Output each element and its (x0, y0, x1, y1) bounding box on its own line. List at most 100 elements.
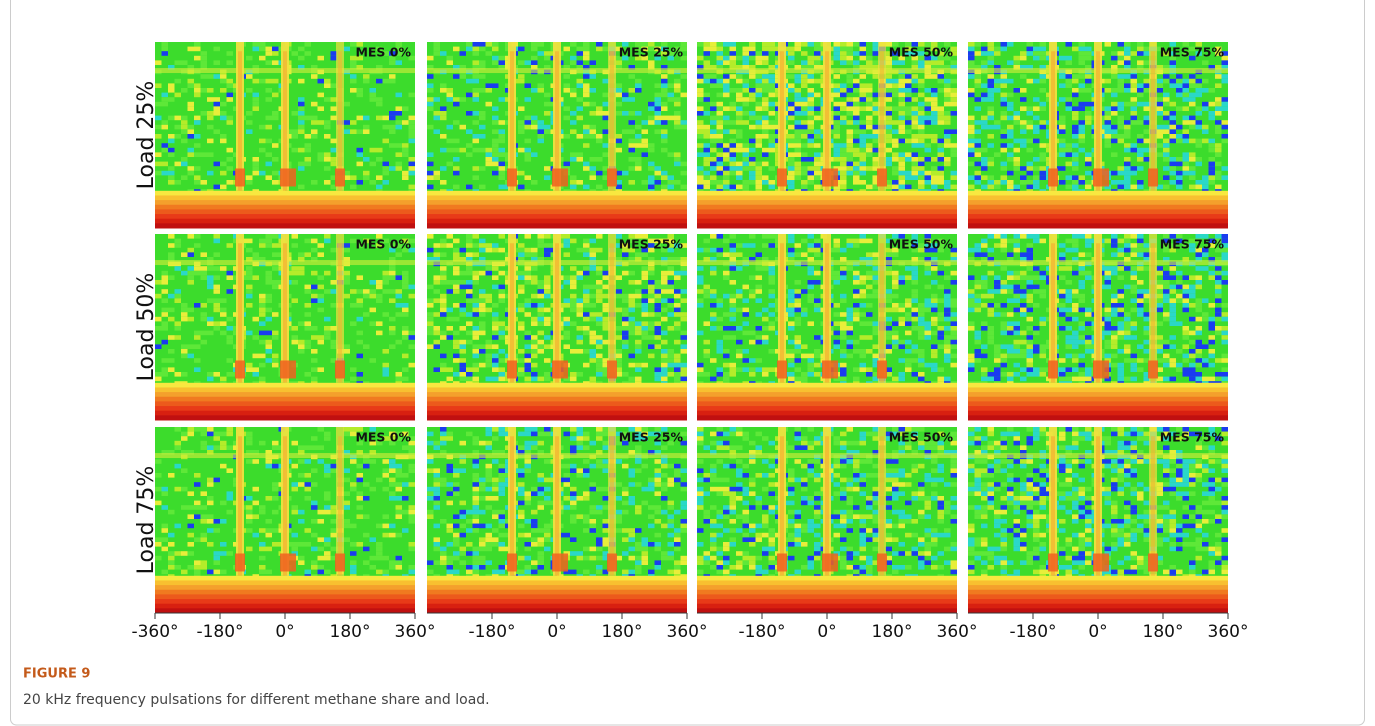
texture-cell (1189, 92, 1196, 98)
texture-cell (622, 307, 629, 313)
texture-cell (1013, 115, 1020, 121)
texture-cell (667, 362, 674, 368)
texture-cell (898, 120, 905, 125)
texture-cell (918, 362, 925, 368)
texture-cell (1156, 280, 1163, 285)
texture-cell (667, 152, 674, 157)
texture-cell (446, 376, 453, 382)
texture-cell (944, 65, 951, 70)
texture-cell (194, 344, 201, 349)
texture-cell (788, 252, 795, 257)
texture-cell (1065, 238, 1072, 244)
texture-cell (872, 42, 879, 47)
texture-cell (408, 115, 415, 121)
texture-cell (710, 147, 717, 153)
texture-cell (742, 284, 749, 290)
texture-cell (931, 293, 938, 299)
texture-cell (1039, 120, 1046, 125)
texture-cell (492, 303, 499, 308)
texture-cell (1221, 97, 1228, 102)
texture-cell (840, 184, 847, 190)
texture-cell (814, 243, 821, 248)
texture-stripe-core (610, 243, 614, 383)
texture-cell (641, 330, 648, 336)
texture-cell (453, 138, 460, 144)
texture-cell (736, 161, 743, 167)
texture-cell (213, 129, 220, 134)
texture-cell (846, 120, 853, 125)
texture-cell (950, 101, 957, 107)
texture-cell (226, 166, 233, 171)
texture-cell (1176, 349, 1183, 354)
texture-cell (265, 275, 272, 280)
texture-cell (330, 344, 337, 349)
texture-cell (654, 280, 661, 285)
texture-cell (944, 78, 951, 84)
texture-cell (788, 74, 795, 79)
texture-cell (680, 46, 687, 52)
texture-cell (1013, 157, 1020, 162)
texture-cell (1111, 270, 1118, 276)
texture-cell (246, 257, 253, 262)
texture-cell (168, 83, 175, 88)
texture-cell (440, 51, 447, 56)
texture-cell (801, 376, 808, 382)
texture-cell (1065, 326, 1072, 331)
texture-cell (654, 170, 661, 176)
texture-cell (905, 111, 912, 116)
texture-cell (840, 257, 847, 262)
texture-cell (1215, 184, 1222, 190)
texture-cell (1000, 326, 1007, 331)
texture-cell (987, 307, 994, 313)
texture-cell (794, 106, 801, 111)
texture-cell (466, 330, 473, 336)
texture-cell (1000, 143, 1007, 148)
texture-cell (924, 247, 931, 253)
texture-cell (1202, 124, 1209, 130)
texture-cell (987, 74, 994, 79)
texture-cell (742, 298, 749, 303)
texture-cell (911, 97, 918, 102)
texture-cell (1215, 161, 1222, 167)
texture-cell (174, 92, 181, 98)
texture-cell (641, 303, 648, 308)
texture-cell (833, 243, 840, 248)
texture-cell (994, 83, 1001, 88)
texture-cell (905, 157, 912, 162)
texture-cell (544, 284, 551, 290)
texture-cell (742, 257, 749, 262)
texture-cell (807, 101, 814, 107)
texture-cell (1221, 316, 1228, 322)
texture-cell (1104, 275, 1111, 280)
texture-cell (898, 83, 905, 88)
texture-cell (1215, 257, 1222, 262)
texture-cell (427, 316, 434, 322)
texture-cell (589, 157, 596, 162)
texture-cell (389, 266, 396, 271)
texture-cell (1085, 321, 1092, 326)
texture-cell (987, 184, 994, 190)
texture-cell (1156, 129, 1163, 134)
texture-cell (1013, 289, 1020, 294)
texture-cell (1143, 312, 1150, 317)
texture-cell (703, 321, 710, 326)
texture-cell (291, 266, 298, 271)
texture-cell (524, 344, 531, 349)
texture-cell (716, 326, 723, 331)
texture-cell (402, 106, 409, 111)
texture-cell (583, 349, 590, 354)
texture-cell (1137, 307, 1144, 313)
texture-cell (680, 316, 687, 322)
texture-cell (768, 138, 775, 144)
texture-cell (981, 238, 988, 244)
texture-cell (194, 266, 201, 271)
texture-cell (1195, 184, 1202, 190)
texture-cell (859, 312, 866, 317)
texture-cell (298, 55, 305, 61)
texture-cell (531, 180, 538, 185)
spectrogram-panel (155, 234, 415, 421)
texture-cell (1059, 257, 1066, 262)
texture-stripe-core (555, 51, 559, 191)
texture-cell (729, 88, 736, 93)
texture-cell (433, 275, 440, 280)
